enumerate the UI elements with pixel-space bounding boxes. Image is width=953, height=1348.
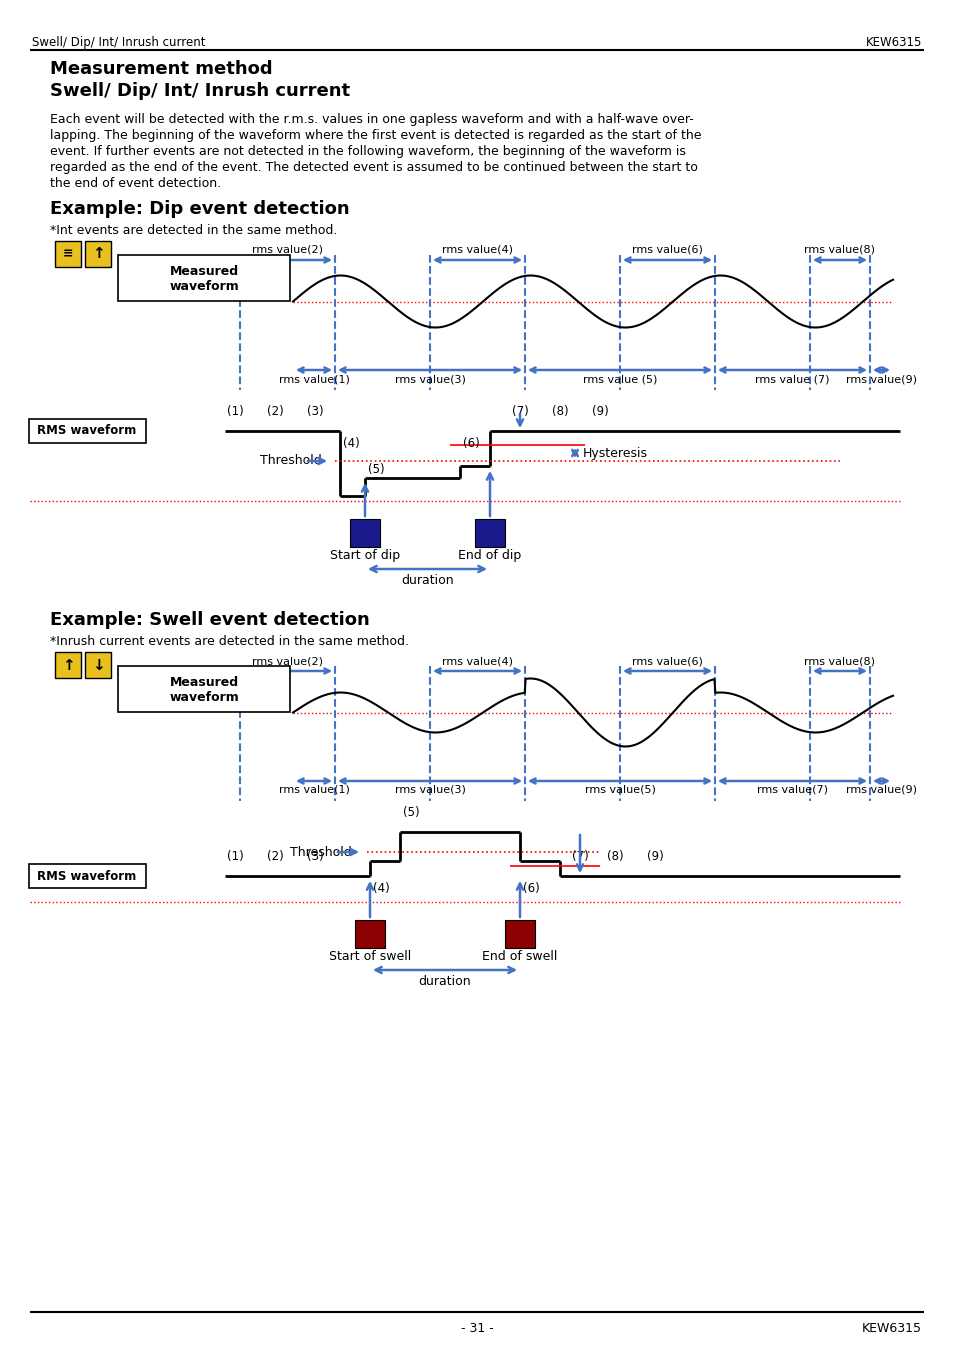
Text: rms value(2): rms value(2) <box>252 656 323 666</box>
Text: rms value(8): rms value(8) <box>803 245 875 255</box>
Text: ≡: ≡ <box>63 248 73 260</box>
FancyBboxPatch shape <box>29 419 146 443</box>
Bar <box>85 241 111 267</box>
Bar <box>55 241 81 267</box>
Text: (5): (5) <box>368 462 384 476</box>
Bar <box>55 652 81 678</box>
Text: Each event will be detected with the r.m.s. values in one gapless waveform and w: Each event will be detected with the r.m… <box>50 113 693 125</box>
Bar <box>118 255 290 301</box>
Text: Measured: Measured <box>170 266 238 278</box>
Text: ⬇: ⬇ <box>514 927 525 941</box>
Text: RMS waveform: RMS waveform <box>37 869 136 883</box>
Text: ⬆: ⬆ <box>364 927 375 941</box>
Text: rms value(8): rms value(8) <box>803 656 875 666</box>
Text: waveform: waveform <box>169 280 238 293</box>
Text: the end of event detection.: the end of event detection. <box>50 177 221 190</box>
Text: (8): (8) <box>551 404 568 418</box>
Text: Example: Swell event detection: Example: Swell event detection <box>50 611 370 630</box>
Text: (7): (7) <box>571 851 588 863</box>
Text: rms value(3): rms value(3) <box>395 373 465 384</box>
Text: KEW6315: KEW6315 <box>864 36 921 49</box>
Text: rms value(6): rms value(6) <box>632 656 702 666</box>
Text: (2): (2) <box>266 851 283 863</box>
Text: (2): (2) <box>266 404 283 418</box>
Text: ⬆: ⬆ <box>484 526 496 541</box>
Text: event. If further events are not detected in the following waveform, the beginni: event. If further events are not detecte… <box>50 146 685 158</box>
Text: - 31 -: - 31 - <box>460 1322 493 1335</box>
Text: RMS waveform: RMS waveform <box>37 425 136 438</box>
Text: Swell/ Dip/ Int/ Inrush current: Swell/ Dip/ Int/ Inrush current <box>50 82 350 100</box>
Text: regarded as the end of the event. The detected event is assumed to be continued : regarded as the end of the event. The de… <box>50 160 698 174</box>
Text: rms value(9): rms value(9) <box>845 373 916 384</box>
Text: Threshold: Threshold <box>290 845 352 859</box>
FancyBboxPatch shape <box>29 864 146 888</box>
Text: (4): (4) <box>373 882 390 895</box>
Text: KEW6315: KEW6315 <box>862 1322 921 1335</box>
Text: rms value(4): rms value(4) <box>441 245 513 255</box>
Text: rms value(1): rms value(1) <box>278 785 349 795</box>
Text: (3): (3) <box>306 851 323 863</box>
Text: End of swell: End of swell <box>482 950 558 962</box>
Text: rms value(9): rms value(9) <box>845 785 916 795</box>
Text: rms value (5): rms value (5) <box>582 373 657 384</box>
Text: ↑: ↑ <box>62 658 74 673</box>
Text: duration: duration <box>418 975 471 988</box>
Text: rms value(3): rms value(3) <box>395 785 465 795</box>
Text: (6): (6) <box>522 882 539 895</box>
Text: waveform: waveform <box>169 692 238 704</box>
Text: (9): (9) <box>646 851 662 863</box>
Bar <box>118 666 290 712</box>
Text: rms value(1): rms value(1) <box>278 373 349 384</box>
Text: (4): (4) <box>343 437 359 450</box>
Text: rms value(5): rms value(5) <box>584 785 655 795</box>
Text: rms value(4): rms value(4) <box>441 656 513 666</box>
Text: (7): (7) <box>511 404 528 418</box>
Bar <box>355 919 385 948</box>
Text: Example: Dip event detection: Example: Dip event detection <box>50 200 349 218</box>
Text: ↑: ↑ <box>91 247 104 262</box>
Bar <box>350 519 379 547</box>
Text: Hysteresis: Hysteresis <box>582 446 647 460</box>
Text: (1): (1) <box>227 404 243 418</box>
Text: ↓: ↓ <box>91 658 104 673</box>
Text: (6): (6) <box>462 437 479 450</box>
Text: Start of swell: Start of swell <box>329 950 411 962</box>
Text: rms value(2): rms value(2) <box>252 245 323 255</box>
Text: lapping. The beginning of the waveform where the first event is detected is rega: lapping. The beginning of the waveform w… <box>50 129 700 142</box>
Text: rms value(6): rms value(6) <box>632 245 702 255</box>
Text: (9): (9) <box>591 404 608 418</box>
Text: (3): (3) <box>306 404 323 418</box>
Text: Swell/ Dip/ Int/ Inrush current: Swell/ Dip/ Int/ Inrush current <box>32 36 205 49</box>
Text: Measurement method: Measurement method <box>50 61 273 78</box>
Bar <box>504 919 535 948</box>
Text: (8): (8) <box>606 851 622 863</box>
Text: Start of dip: Start of dip <box>330 549 399 562</box>
Text: Threshold: Threshold <box>260 454 321 468</box>
Text: *Int events are detected in the same method.: *Int events are detected in the same met… <box>50 224 337 237</box>
Text: ⬇: ⬇ <box>359 526 371 541</box>
Bar <box>475 519 504 547</box>
Text: Measured: Measured <box>170 675 238 689</box>
Text: rms value(7): rms value(7) <box>757 785 827 795</box>
Text: (5): (5) <box>402 806 419 820</box>
Bar <box>85 652 111 678</box>
Text: duration: duration <box>401 574 454 586</box>
Text: End of dip: End of dip <box>457 549 521 562</box>
Text: rms value (7): rms value (7) <box>755 373 829 384</box>
Text: *Inrush current events are detected in the same method.: *Inrush current events are detected in t… <box>50 635 409 648</box>
Text: (1): (1) <box>227 851 243 863</box>
